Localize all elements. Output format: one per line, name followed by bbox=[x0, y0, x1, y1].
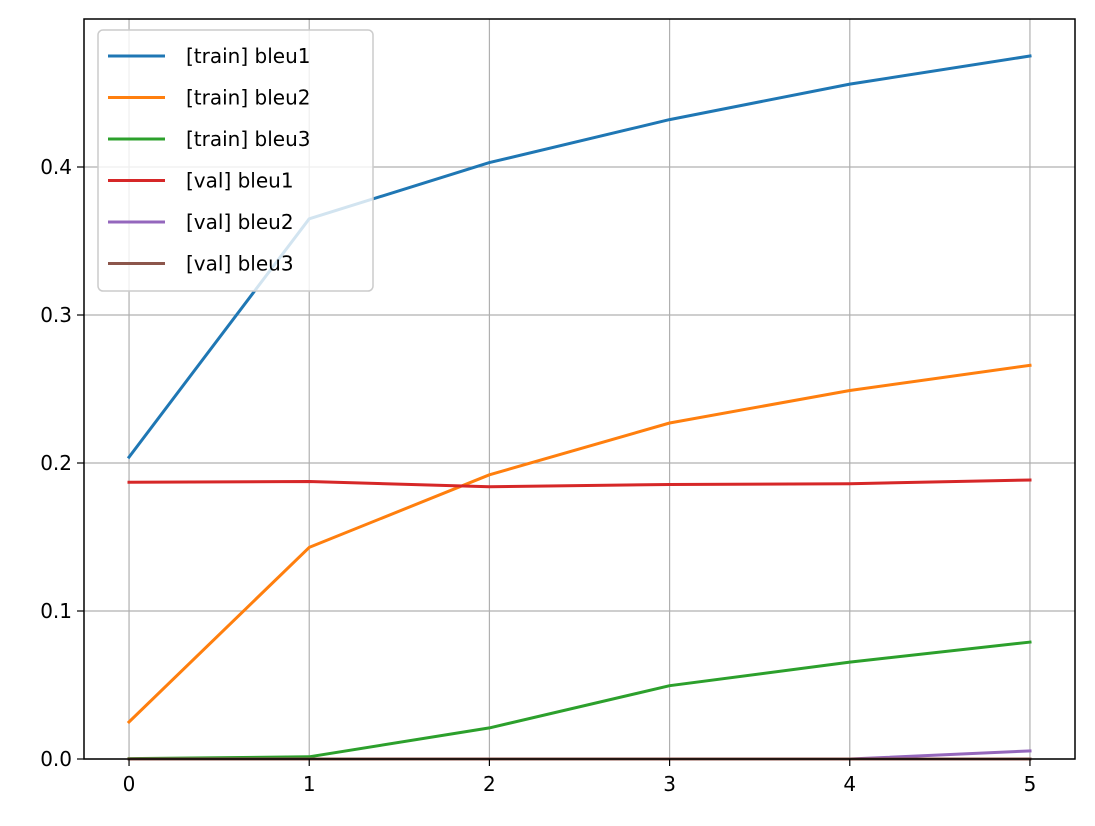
axis-ticks: 0 1 2 3 4 5 0.0 0.1 0.2 0.3 0.4 bbox=[40, 155, 1036, 796]
y-tick-label: 0.3 bbox=[40, 303, 72, 327]
series-line-train-bleu2 bbox=[126, 363, 1032, 725]
legend-label-train-bleu1: [train] bleu1 bbox=[186, 44, 310, 68]
legend: [train] bleu1 [train] bleu2 [train] bleu3 [… bbox=[97, 29, 374, 292]
plot-frame bbox=[83, 18, 1076, 760]
y-tick-label: 0.4 bbox=[40, 155, 72, 179]
series-line-train-bleu3 bbox=[127, 640, 1032, 761]
legend-label-val-bleu3: [val] bleu3 bbox=[186, 252, 294, 276]
legend-label-val-bleu1: [val] bleu1 bbox=[186, 169, 294, 193]
x-tick-label: 0 bbox=[123, 772, 136, 796]
legend-label-train-bleu3: [train] bleu3 bbox=[186, 127, 310, 151]
x-tick-label: 4 bbox=[843, 772, 856, 796]
series-line-val-bleu1 bbox=[127, 478, 1032, 489]
y-tick-label: 0.0 bbox=[40, 747, 72, 771]
x-tick-label: 2 bbox=[483, 772, 496, 796]
x-tick-label: 1 bbox=[303, 772, 316, 796]
legend-box bbox=[97, 29, 374, 292]
grid-lines bbox=[84, 19, 1075, 760]
y-tick-label: 0.1 bbox=[40, 599, 72, 623]
y-tick-label: 0.2 bbox=[40, 451, 72, 475]
legend-label-train-bleu2: [train] bleu2 bbox=[186, 86, 310, 110]
x-tick-label: 5 bbox=[1024, 772, 1037, 796]
x-tick-label: 3 bbox=[663, 772, 676, 796]
legend-label-val-bleu2: [val] bleu2 bbox=[186, 210, 294, 234]
